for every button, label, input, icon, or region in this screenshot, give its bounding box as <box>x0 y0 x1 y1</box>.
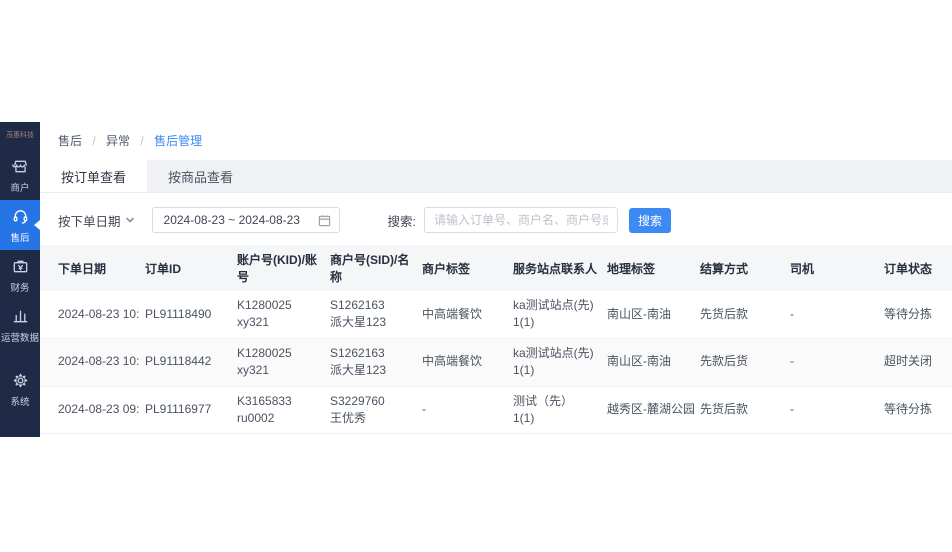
driver: - <box>790 402 794 417</box>
geo-tag: 南山区-南油 <box>607 354 671 369</box>
order-date: 2024-08-23 10:15:52 <box>58 306 139 321</box>
account-name: xy321 <box>237 315 270 330</box>
headset-icon <box>13 210 27 224</box>
order-id: PL91116977 <box>145 402 212 417</box>
sidebar-item-label: 系统 <box>10 397 30 408</box>
order-status: 等待分拣 <box>884 402 933 417</box>
sidebar-item-label: 财务 <box>10 283 30 294</box>
tab-view-by-order[interactable]: 按订单查看 <box>40 160 148 192</box>
sidebar-item-operations[interactable]: 运营数据 <box>0 300 40 350</box>
search-label: 搜索: <box>387 214 416 229</box>
merchant-name: 王优秀 <box>330 410 367 425</box>
calendar-icon <box>318 214 330 226</box>
service-contact-count: 1(1) <box>513 315 535 330</box>
search-button[interactable]: 搜索 <box>629 207 672 233</box>
filter-toolbar: 按下单日期 搜索: 搜索 <box>40 193 952 245</box>
service-contact: ka测试站点(先) <box>513 298 594 312</box>
tab-bar: 按订单查看 按商品查看 <box>40 160 952 193</box>
date-range-picker[interactable] <box>151 207 340 233</box>
date-filter-dropdown[interactable]: 按下单日期 <box>58 211 135 230</box>
bar-chart-icon <box>13 310 27 323</box>
account-name: xy321 <box>237 363 270 378</box>
col-header-order-id: 订单ID <box>145 245 237 291</box>
app-window: 茂惠科技 商户 售后 财务 <box>0 122 952 437</box>
merchant-name: 派大星123 <box>330 315 387 330</box>
storefront-icon <box>11 160 27 173</box>
breadcrumb-aftersales[interactable]: 售后 <box>58 134 83 148</box>
orders-table: 下单日期 订单ID 账户号(KID)/账号 商户号(SID)/名称 商户标签 服… <box>40 245 952 435</box>
settlement-method: 先款后货 <box>700 354 749 369</box>
breadcrumb-exception[interactable]: 异常 <box>106 134 131 148</box>
account-kid: K1280025 <box>237 345 292 360</box>
gear-icon <box>13 373 27 388</box>
col-header-driver: 司机 <box>790 245 884 291</box>
breadcrumb-separator: / <box>140 134 144 148</box>
sidebar-item-label: 商户 <box>10 183 30 194</box>
date-range-input[interactable] <box>152 213 303 227</box>
col-header-service-contact: 服务站点联系人 <box>513 245 607 291</box>
table-row: 2024-08-23 09:07:06 PL91116977 K3165833 … <box>40 386 952 435</box>
service-contact-count: 1(1) <box>513 410 535 425</box>
service-contact: ka测试站点(先) <box>513 345 594 360</box>
table-row: 2024-08-23 10:15:52 PL91118490 K1280025 … <box>40 291 952 339</box>
app-logo: 茂惠科技 <box>6 132 34 139</box>
tab-view-by-product[interactable]: 按商品查看 <box>168 170 234 185</box>
service-contact-count: 1(1) <box>513 363 535 378</box>
account-kid: K3165833 <box>237 393 292 408</box>
breadcrumb-separator: / <box>92 134 96 148</box>
table-row: 2024-08-23 10:13:53 PL91118442 K1280025 … <box>40 338 952 387</box>
driver: - <box>790 354 794 369</box>
driver: - <box>790 306 794 321</box>
col-header-account: 账户号(KID)/账号 <box>237 245 330 291</box>
breadcrumb: 售后 / 异常 / 售后管理 <box>40 122 952 149</box>
merchant-sid: S1262163 <box>330 298 385 312</box>
date-filter-label: 按下单日期 <box>58 214 121 229</box>
merchant-tag: 中高端餐饮 <box>422 354 483 369</box>
finance-case-icon <box>13 260 27 273</box>
account-name: ru0002 <box>237 410 275 425</box>
col-header-order-date: 下单日期 <box>40 245 145 291</box>
merchant-name: 派大星123 <box>330 363 387 378</box>
col-header-merchant: 商户号(SID)/名称 <box>330 245 422 291</box>
sidebar: 茂惠科技 商户 售后 财务 <box>0 122 40 437</box>
merchant-tag: 中高端餐饮 <box>422 306 483 321</box>
sidebar-item-finance[interactable]: 财务 <box>0 250 40 300</box>
active-item-pointer <box>34 220 40 230</box>
order-id: PL91118442 <box>145 354 212 369</box>
merchant-sid: S3229760 <box>330 393 385 408</box>
main-content: 售后 / 异常 / 售后管理 按订单查看 按商品查看 按下单日期 搜索: <box>40 122 952 437</box>
merchant-tag: - <box>422 402 426 417</box>
order-date: 2024-08-23 10:13:53 <box>58 354 139 369</box>
col-header-geo-tag: 地理标签 <box>607 245 700 291</box>
col-header-status: 订单状态 <box>884 245 952 291</box>
sidebar-item-label: 运营数据 <box>1 333 39 344</box>
col-header-merchant-tag: 商户标签 <box>422 245 513 291</box>
order-date: 2024-08-23 09:07:06 <box>58 402 139 417</box>
breadcrumb-aftersales-management[interactable]: 售后管理 <box>154 134 203 148</box>
chevron-down-icon <box>125 217 134 223</box>
table-header-row: 下单日期 订单ID 账户号(KID)/账号 商户号(SID)/名称 商户标签 服… <box>40 245 952 291</box>
account-kid: K1280025 <box>237 298 292 312</box>
order-id: PL91118490 <box>145 306 212 321</box>
settlement-method: 先货后款 <box>700 402 749 417</box>
sidebar-item-aftersales[interactable]: 售后 <box>0 200 40 250</box>
geo-tag: 南山区-南油 <box>607 306 671 321</box>
sidebar-item-label: 售后 <box>10 233 30 244</box>
service-contact: 测试（先） <box>513 393 574 408</box>
col-header-settlement: 结算方式 <box>700 245 790 291</box>
merchant-sid: S1262163 <box>330 345 385 360</box>
sidebar-item-merchant[interactable]: 商户 <box>0 150 40 200</box>
sidebar-item-system[interactable]: 系统 <box>0 364 40 414</box>
geo-tag: 越秀区-麓湖公园 <box>607 402 694 417</box>
order-status: 等待分拣 <box>884 306 933 321</box>
settlement-method: 先货后款 <box>700 306 749 321</box>
order-status: 超时关闭 <box>884 354 933 369</box>
search-input[interactable] <box>424 207 618 233</box>
